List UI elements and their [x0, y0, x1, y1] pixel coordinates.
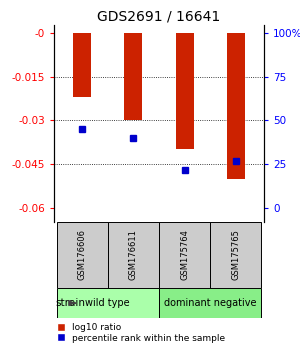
Bar [176, 34, 194, 149]
Text: GSM176611: GSM176611 [129, 229, 138, 280]
Text: GSM175765: GSM175765 [231, 229, 240, 280]
Bar [210, 222, 261, 288]
Bar [73, 34, 91, 97]
Bar [57, 288, 159, 319]
Legend: log10 ratio, percentile rank within the sample: log10 ratio, percentile rank within the … [48, 319, 229, 346]
Title: GDS2691 / 16641: GDS2691 / 16641 [98, 10, 220, 24]
Bar [227, 34, 245, 178]
Text: dominant negative: dominant negative [164, 298, 256, 308]
Text: GSM175764: GSM175764 [180, 229, 189, 280]
Text: GSM176606: GSM176606 [78, 229, 87, 280]
Bar [159, 288, 261, 319]
Text: wild type: wild type [85, 298, 130, 308]
Bar [108, 222, 159, 288]
Bar [124, 34, 142, 120]
Bar [159, 222, 210, 288]
Text: strain: strain [55, 298, 85, 308]
Bar [57, 222, 108, 288]
